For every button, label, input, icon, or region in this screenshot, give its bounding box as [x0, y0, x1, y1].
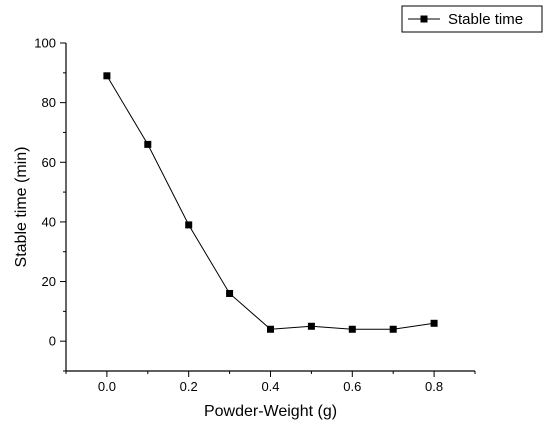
y-axis-label: Stable time (min)	[13, 147, 30, 268]
series-stable-time	[103, 72, 438, 333]
x-axis-label: Powder-Weight (g)	[204, 403, 337, 420]
data-point	[267, 325, 274, 333]
data-point	[348, 325, 356, 333]
y-tick-label: 80	[42, 95, 56, 110]
x-tick-label: 0.4	[261, 379, 279, 394]
y-tick-label: 100	[34, 36, 56, 51]
x-tick-label: 0.6	[343, 379, 361, 394]
axes: 0 20 40 60 80 100 0.0 0.2 0.4 0.6 0.8	[34, 36, 476, 394]
legend-marker-square	[420, 15, 428, 23]
y-tick-label: 40	[42, 214, 56, 229]
data-point	[430, 319, 438, 327]
data-point	[226, 289, 234, 297]
data-point	[307, 322, 315, 330]
data-point	[144, 140, 152, 148]
y-tick-label: 20	[42, 274, 56, 289]
data-point	[103, 72, 111, 80]
legend-label-stable-time: Stable time	[448, 11, 523, 28]
data-point	[389, 325, 397, 333]
y-tick-label: 0	[49, 334, 56, 349]
x-tick-label: 0.2	[180, 379, 198, 394]
legend: Stable time	[401, 5, 543, 33]
x-tick-label: 0.0	[98, 379, 116, 394]
x-tick-label: 0.8	[425, 379, 443, 394]
series-line	[106, 75, 435, 330]
data-point	[185, 221, 193, 229]
y-tick-label: 60	[42, 155, 56, 170]
